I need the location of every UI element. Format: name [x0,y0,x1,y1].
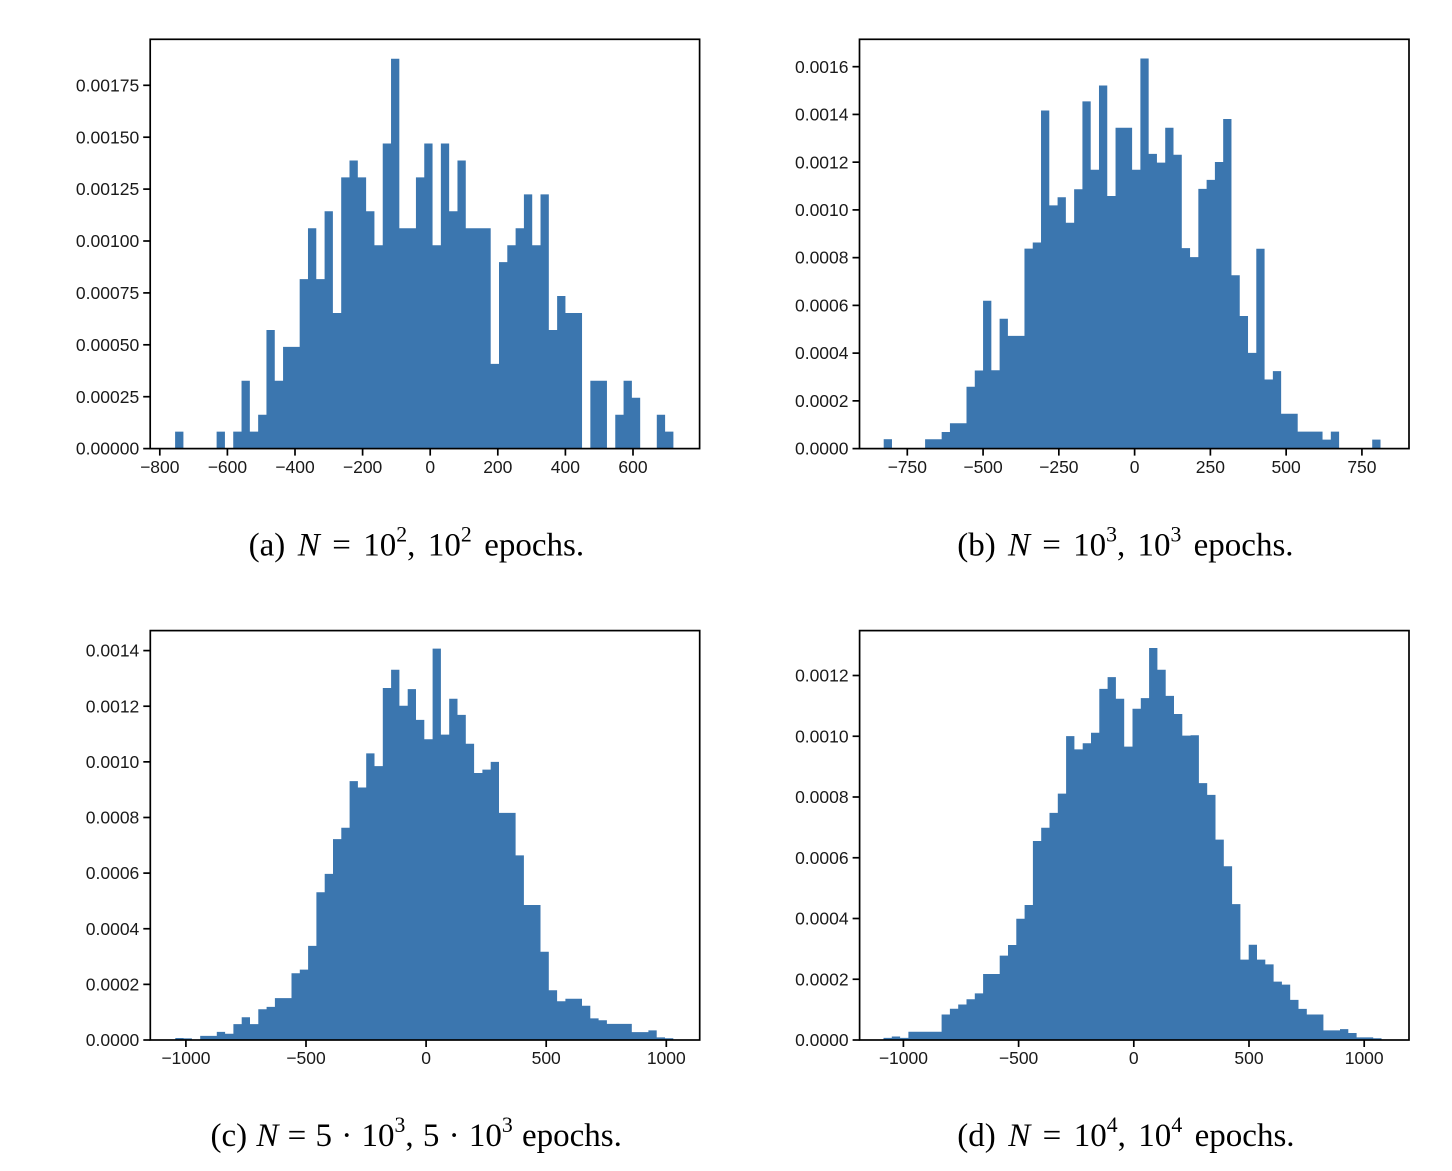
svg-text:500: 500 [532,1048,561,1068]
svg-text:0.00150: 0.00150 [76,127,140,147]
svg-text:(b) N = 103, 103 epochs.: (b) N = 103, 103 epochs. [957,523,1293,564]
svg-text:−500: −500 [963,457,1003,477]
svg-text:(d) N = 104, 104 epochs.: (d) N = 104, 104 epochs. [957,1113,1294,1154]
svg-text:0.00100: 0.00100 [76,231,140,251]
svg-text:0.00050: 0.00050 [76,335,140,355]
svg-text:0.0008: 0.0008 [795,248,849,268]
svg-text:0.0012: 0.0012 [795,666,849,686]
svg-text:0.0008: 0.0008 [795,787,849,807]
svg-text:0.0002: 0.0002 [86,974,140,994]
svg-text:0.0004: 0.0004 [795,343,849,363]
svg-text:0.0006: 0.0006 [86,863,140,883]
svg-text:0.0012: 0.0012 [86,696,140,716]
svg-text:0.0000: 0.0000 [795,439,849,459]
svg-text:−1000: −1000 [161,1048,210,1068]
svg-text:−1000: −1000 [879,1048,928,1068]
svg-text:(a) N = 102, 102 epochs.: (a) N = 102, 102 epochs. [249,523,584,564]
svg-text:600: 600 [618,457,647,477]
svg-text:200: 200 [483,457,512,477]
svg-text:1000: 1000 [647,1048,686,1068]
svg-text:−750: −750 [888,457,928,477]
svg-text:0: 0 [1130,457,1140,477]
svg-text:−250: −250 [1039,457,1079,477]
svg-text:750: 750 [1347,457,1376,477]
svg-text:0.0004: 0.0004 [795,909,849,929]
svg-text:0.0004: 0.0004 [86,919,140,939]
svg-text:0.0006: 0.0006 [795,848,849,868]
svg-text:500: 500 [1272,457,1301,477]
svg-text:400: 400 [551,457,580,477]
svg-text:0.00175: 0.00175 [76,75,139,95]
svg-text:−500: −500 [286,1048,326,1068]
svg-text:0.0014: 0.0014 [795,105,849,125]
svg-text:0.0000: 0.0000 [86,1030,140,1050]
svg-text:0.0010: 0.0010 [795,200,849,220]
svg-text:0.0008: 0.0008 [86,808,140,828]
svg-text:0: 0 [421,1048,431,1068]
svg-text:0.0002: 0.0002 [795,969,849,989]
svg-text:0.0006: 0.0006 [795,295,849,315]
svg-text:−500: −500 [999,1048,1039,1068]
svg-text:(c) N = 5 · 103, 5 · 103 epoch: (c) N = 5 · 103, 5 · 103 epochs. [210,1113,621,1154]
svg-text:0.00025: 0.00025 [76,387,139,407]
svg-text:0: 0 [1129,1048,1139,1068]
svg-text:0.00125: 0.00125 [76,179,139,199]
svg-text:−400: −400 [275,457,315,477]
svg-text:−600: −600 [208,457,248,477]
svg-text:−800: −800 [140,457,180,477]
svg-text:0.0012: 0.0012 [795,152,849,172]
svg-text:0.0016: 0.0016 [795,57,849,77]
svg-text:0.0014: 0.0014 [86,641,140,661]
svg-text:1000: 1000 [1345,1048,1384,1068]
svg-text:0.0010: 0.0010 [795,726,849,746]
svg-text:0.0002: 0.0002 [795,391,849,411]
svg-text:500: 500 [1234,1048,1263,1068]
svg-text:0: 0 [425,457,435,477]
svg-text:0.00000: 0.00000 [76,439,140,459]
svg-text:250: 250 [1196,457,1225,477]
svg-text:−200: −200 [343,457,383,477]
svg-text:0.0010: 0.0010 [86,752,140,772]
svg-text:0.0000: 0.0000 [795,1030,849,1050]
svg-text:0.00075: 0.00075 [76,283,139,303]
